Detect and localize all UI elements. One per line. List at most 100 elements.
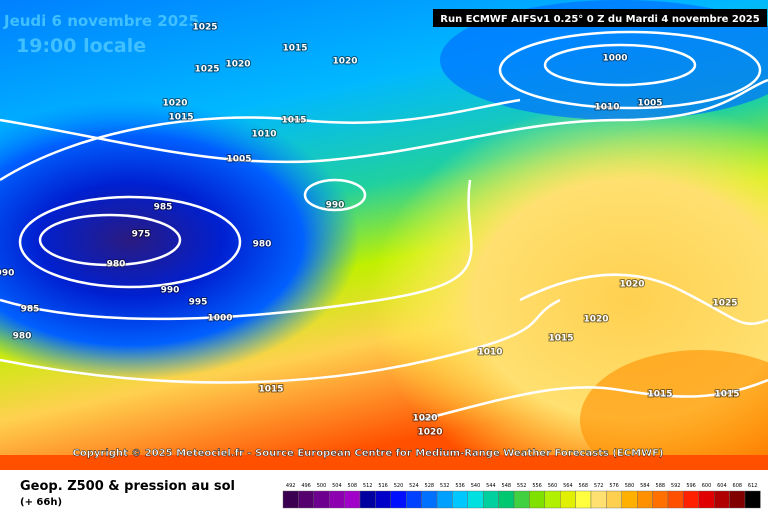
isobar-label: 1020: [619, 280, 644, 290]
scale-label: 604: [717, 483, 727, 489]
scale-swatch: [359, 490, 376, 509]
scale-swatch: [452, 490, 468, 509]
isobar-label: 1010: [477, 348, 502, 358]
scale-label: 536: [455, 483, 465, 489]
scale-swatch: [483, 490, 499, 509]
isobar-label: 990: [326, 201, 345, 211]
scale-swatch: [390, 490, 407, 509]
isobar-label: 1015: [282, 44, 307, 54]
scale-swatch: [590, 490, 607, 509]
scale-swatch: [606, 490, 623, 509]
isobar-label: 975: [132, 230, 151, 240]
scale-label: 612: [748, 483, 758, 489]
isobar-label: 1025: [192, 23, 217, 33]
scale-label: 540: [471, 483, 481, 489]
scale-swatch: [421, 490, 438, 509]
scale-label: 508: [348, 483, 358, 489]
isobar-label: 985: [154, 203, 173, 213]
scale-label: 564: [563, 483, 573, 489]
scale-swatch: [344, 490, 361, 509]
scale-swatch: [637, 490, 653, 509]
isobar-label: 1000: [602, 54, 627, 64]
scale-swatch: [329, 490, 345, 509]
scale-swatch: [744, 490, 761, 509]
isobar-label: 1010: [251, 130, 276, 140]
scale-swatch: [698, 490, 715, 509]
scale-swatch: [282, 490, 299, 509]
isobar-label: 1015: [548, 334, 573, 344]
scale-swatch: [406, 490, 422, 509]
scale-swatch: [575, 490, 592, 509]
isobar-lines: [0, 30, 768, 422]
scale-label: 516: [378, 483, 388, 489]
scale-label: 524: [409, 483, 419, 489]
isobar-label: 1020: [583, 315, 608, 325]
scale-label: 608: [733, 483, 743, 489]
scale-label: 544: [486, 483, 496, 489]
isobar-label: 1010: [594, 103, 619, 113]
isobar-label: 1020: [225, 60, 250, 70]
scale-label: 576: [609, 483, 619, 489]
scale-label: 552: [517, 483, 527, 489]
scale-label: 504: [332, 483, 342, 489]
scale-label: 512: [363, 483, 373, 489]
isobar-label: 1015: [258, 385, 283, 395]
scale-label: 548: [502, 483, 512, 489]
scale-swatch: [313, 490, 330, 509]
scale-swatch: [621, 490, 638, 509]
scale-swatch: [652, 490, 669, 509]
scale-label: 568: [579, 483, 589, 489]
isobar-label: 990: [161, 286, 180, 296]
scale-label: 532: [440, 483, 450, 489]
scale-swatch: [467, 490, 484, 509]
scale-label: 592: [671, 483, 681, 489]
map-background: [0, 0, 768, 500]
scale-label: 560: [548, 483, 558, 489]
scale-label: 500: [317, 483, 327, 489]
isobar-label: 980: [107, 260, 126, 270]
run-banner: [433, 9, 767, 27]
scale-label: 596: [686, 483, 696, 489]
footer-title: Geop. Z500 & pression au sol: [20, 479, 235, 494]
scale-label: 588: [656, 483, 666, 489]
isobar-label: 1020: [412, 414, 437, 424]
isobar-label: 985: [21, 305, 40, 315]
isobar-label: 980: [13, 332, 32, 342]
isobar-label: 995: [189, 298, 208, 308]
scale-swatch: [560, 490, 576, 509]
scale-swatch: [436, 490, 453, 509]
isobar-label: 1015: [281, 116, 306, 126]
isobar-label: 1005: [226, 155, 251, 165]
scale-swatch: [375, 490, 391, 509]
isobar-label: 1020: [417, 428, 442, 438]
isobar-label: 1025: [194, 65, 219, 75]
scale-label: 584: [640, 483, 650, 489]
forecast-time: 19:00 locale: [16, 35, 146, 57]
scale-label: 572: [594, 483, 604, 489]
footer-lead: (+ 66h): [20, 497, 62, 508]
isobar-label: 1015: [647, 390, 672, 400]
scale-swatch: [683, 490, 700, 509]
copyright: Copyright © 2025 Meteociel.fr - Source E…: [73, 448, 664, 459]
isobar-label: 1000: [207, 314, 232, 324]
scale-label: 580: [625, 483, 635, 489]
isobar-label: 1015: [714, 390, 739, 400]
isobar-label: 1020: [332, 57, 357, 67]
isobar-label: 1025: [712, 299, 737, 309]
scale-label: 492: [286, 483, 296, 489]
scale-swatch: [298, 490, 314, 509]
scale-swatch: [544, 490, 561, 509]
scale-label: 496: [301, 483, 311, 489]
isobar-label: 990: [0, 269, 14, 279]
scale-swatch: [513, 490, 530, 509]
run-info: Run ECMWF AIFSv1 0.25° 0 Z du Mardi 4 no…: [440, 14, 759, 25]
scale-swatch: [714, 490, 730, 509]
scale-swatch: [529, 490, 546, 509]
isobar-label: 980: [253, 240, 272, 250]
scale-swatch: [729, 490, 746, 509]
isobar-label: 1020: [162, 99, 187, 109]
scale-label: 556: [532, 483, 542, 489]
scale-label: 528: [425, 483, 435, 489]
forecast-date: Jeudi 6 novembre 2025: [3, 12, 199, 30]
